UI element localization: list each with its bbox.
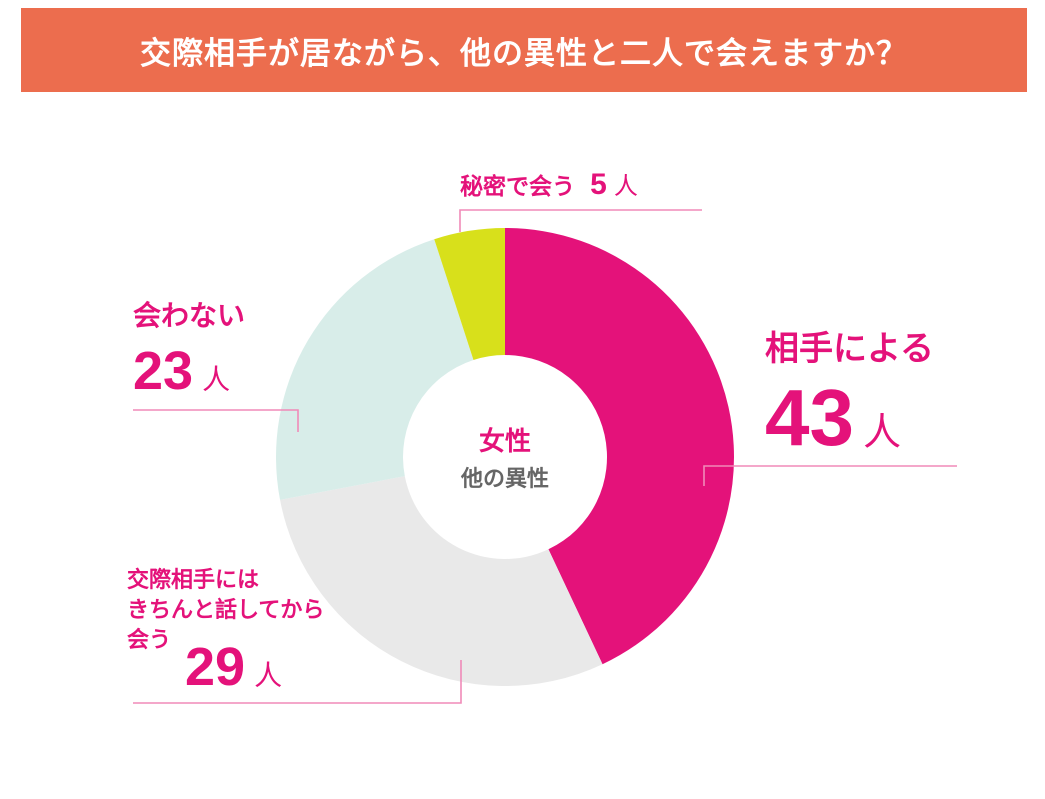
title-banner: 交際相手が居ながら、他の異性と二人で会えますか？ (21, 8, 1027, 92)
chart-title: 交際相手が居ながら、他の異性と二人で会えますか？ (140, 35, 908, 72)
data-label-talk-first-line3: 会う (127, 628, 172, 653)
data-label-no-meet-text: 会わない (133, 299, 246, 332)
slice-partner (505, 228, 734, 665)
data-label-talk-first: 交際相手には きちんと話してから 会う 29 人 (127, 566, 325, 694)
data-label-secret-value: 5 (590, 168, 607, 201)
slice-no-meet (276, 239, 474, 500)
data-label-partner-value: 43 (765, 373, 854, 462)
data-label-secret-text: 秘密で会う (460, 174, 575, 200)
leader-lines (133, 209, 957, 704)
center-label-main: 女性 (478, 427, 531, 457)
slice-talk-first (280, 476, 603, 686)
leader-line-secret (459, 209, 702, 232)
data-label-talk-first-line2: きちんと話してから (127, 598, 325, 623)
data-label-no-meet-value: 23 (133, 341, 194, 401)
data-label-secret: 秘密で会う 5 人 (460, 170, 638, 200)
slice-secret (434, 228, 505, 360)
data-label-partner: 相手による 43 人 (765, 332, 934, 458)
data-label-secret-unit: 人 (613, 172, 638, 200)
donut-slices (276, 228, 734, 686)
data-label-no-meet: 会わない 23 人 (133, 299, 246, 401)
data-label-talk-first-line1: 交際相手には (127, 568, 260, 593)
leader-line-no-meet (133, 409, 299, 432)
leader-line-partner (703, 465, 957, 486)
leader-line-talk-first (133, 660, 462, 704)
data-label-talk-first-unit: 人 (254, 659, 283, 692)
data-label-partner-unit: 人 (863, 410, 902, 454)
center-label-sub: 他の異性 (460, 467, 549, 492)
data-label-no-meet-unit: 人 (202, 363, 231, 396)
data-label-talk-first-value: 29 (185, 637, 246, 697)
data-label-partner-text: 相手による (765, 329, 934, 369)
